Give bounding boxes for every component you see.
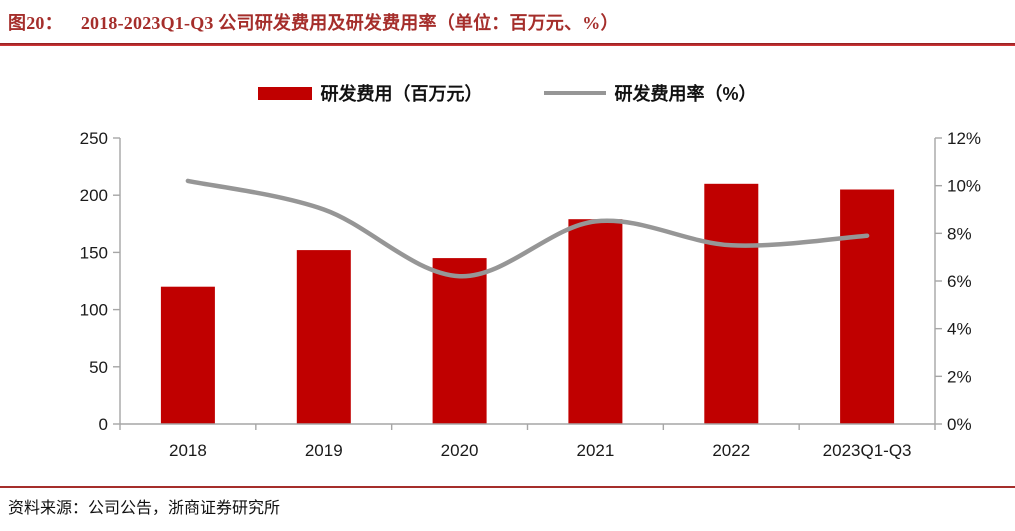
right-axis-tick-label: 4% [947, 320, 972, 339]
bar-2020 [432, 258, 487, 424]
right-axis-tick-label: 2% [947, 367, 972, 386]
figure-number-label: 图20： [8, 13, 63, 33]
legend-label-rd-expense-rate: 研发费用率（%） [614, 84, 757, 104]
left-axis-tick-label: 100 [80, 301, 108, 320]
bar-2021 [568, 219, 623, 424]
right-axis-tick-label: 8% [947, 224, 972, 243]
right-axis-tick-label: 0% [947, 415, 972, 434]
x-axis-category-label: 2021 [577, 441, 615, 460]
right-axis-tick-label: 12% [947, 129, 981, 148]
line-swatch-icon [544, 91, 607, 95]
bar-2022 [704, 183, 759, 424]
page-title: 图20： 2018-2023Q1-Q3 公司研发费用及研发费用率（单位：百万元、%… [8, 9, 619, 35]
bar-swatch-icon [258, 86, 313, 100]
bar-2018 [160, 286, 215, 424]
x-axis-category-label: 2020 [441, 441, 479, 460]
footer-divider [0, 486, 1015, 488]
x-axis-category-label: 2019 [305, 441, 343, 460]
left-axis-tick-label: 250 [80, 129, 108, 148]
left-axis-tick-label: 150 [80, 243, 108, 262]
legend-label-rd-expense: 研发费用（百万元） [320, 84, 483, 104]
title-divider [0, 43, 1015, 46]
legend-item-rd-expense-rate: 研发费用率（%） [544, 80, 757, 106]
left-axis-tick-label: 200 [80, 186, 108, 205]
bar-2019 [296, 250, 351, 424]
figure-title-text: 2018-2023Q1-Q3 公司研发费用及研发费用率（单位：百万元、%） [80, 13, 619, 33]
source-note: 资料来源：公司公告，浙商证券研究所 [8, 500, 281, 517]
bar-2023Q1-Q3 [840, 189, 895, 424]
right-axis-tick-label: 6% [947, 272, 972, 291]
left-axis-tick-label: 0 [99, 415, 108, 434]
rd-expense-rate-line [185, 178, 870, 279]
x-axis-category-label: 2023Q1-Q3 [823, 441, 912, 460]
x-axis-category-label: 2022 [712, 441, 750, 460]
left-axis-tick-label: 50 [89, 358, 108, 377]
x-axis-category-label: 2018 [169, 441, 207, 460]
right-axis-tick-label: 10% [947, 177, 981, 196]
legend-item-rd-expense: 研发费用（百万元） [258, 80, 482, 106]
chart-legend: 研发费用（百万元） 研发费用率（%） [0, 80, 1015, 106]
